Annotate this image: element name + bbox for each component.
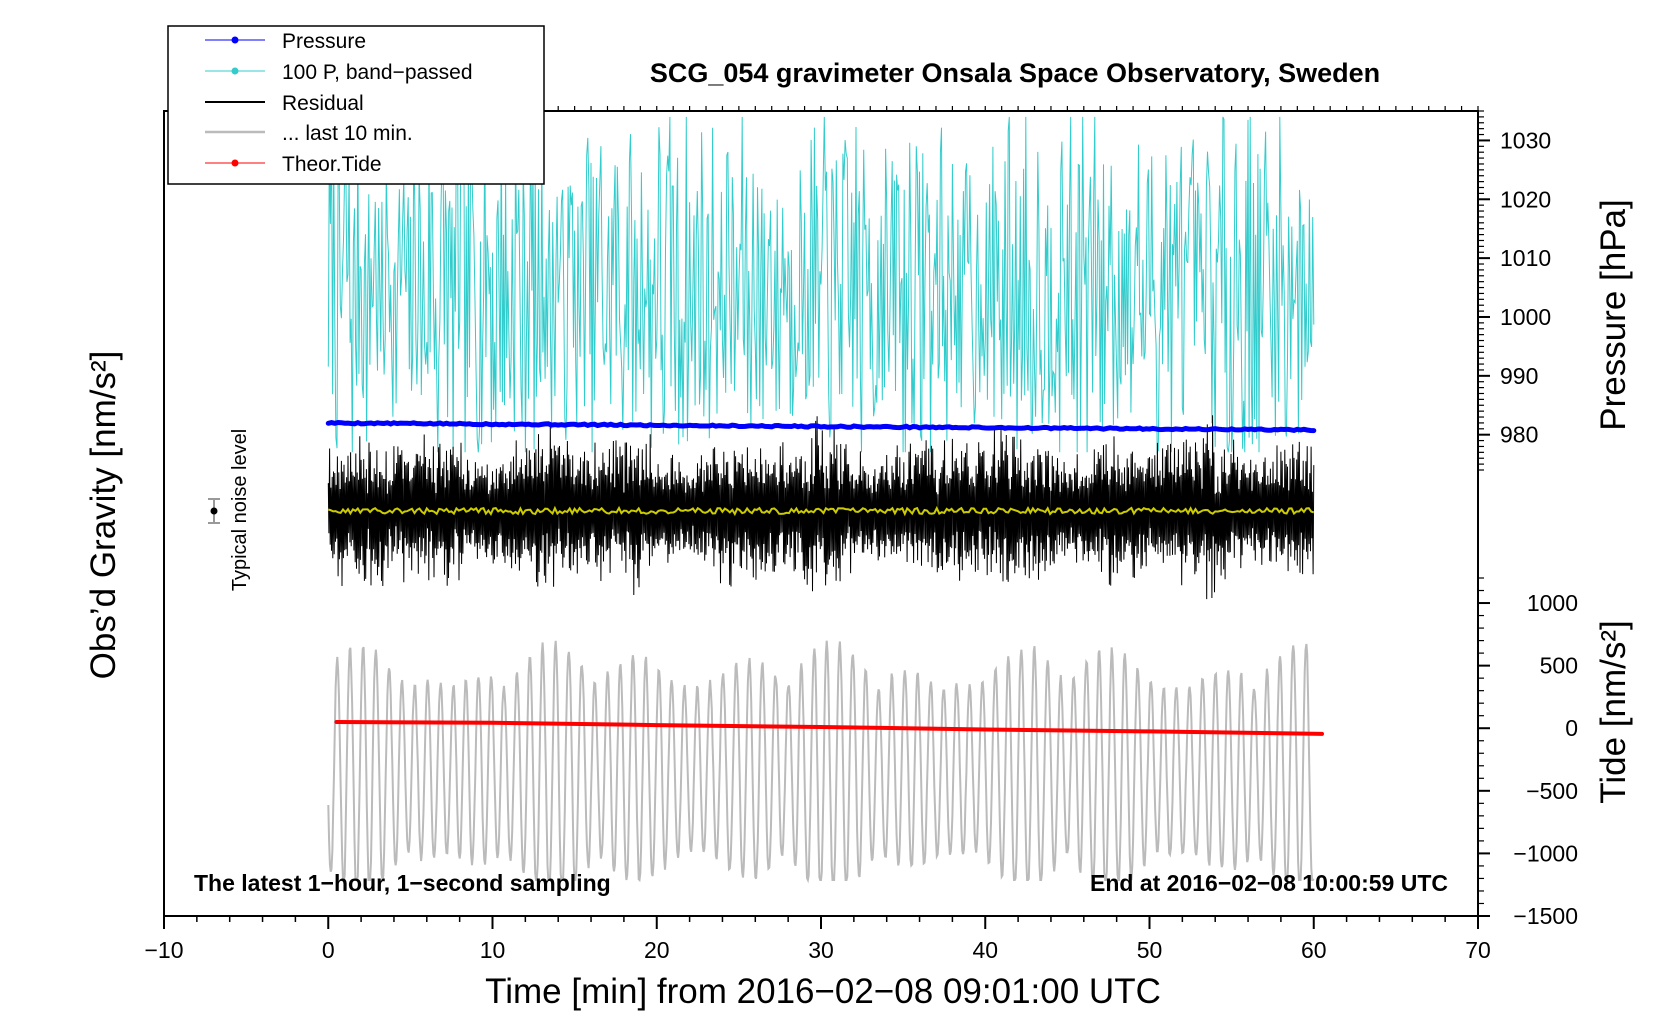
- sampling-note: The latest 1−hour, 1−second sampling: [194, 870, 611, 896]
- series-tide: [334, 720, 1324, 736]
- series-residual: [327, 415, 1315, 600]
- last10-line: [327, 640, 1315, 884]
- pressure-axis: 980 990 1000 1010 1020 1030: [1478, 110, 1551, 471]
- tide-tick-label: −1500: [1513, 903, 1578, 929]
- tide-tick-label: 500: [1540, 653, 1578, 679]
- legend-label-residual: Residual: [282, 92, 364, 115]
- end-time-note: End at 2016−02−08 10:00:59 UTC: [1090, 870, 1448, 896]
- legend-item-bandpassed: 100 P, band−passed: [205, 61, 473, 84]
- tide-tick-label: 0: [1565, 715, 1578, 741]
- legend-label-pressure: Pressure: [282, 30, 366, 53]
- x-axis: −10 0 10 20 30 40 50 60 70: [144, 916, 1491, 963]
- tide-line: [334, 720, 1324, 736]
- series-residual-smoothed: [328, 505, 1315, 517]
- legend-item-residual: Residual: [205, 92, 364, 115]
- legend-marker-pressure: [231, 36, 239, 44]
- series-pressure: [325, 419, 1317, 434]
- legend-label-last10: ... last 10 min.: [282, 122, 413, 145]
- tide-tick-label: −1000: [1513, 840, 1578, 866]
- pressure-tick-label: 1000: [1500, 304, 1551, 330]
- x-tick-label: 10: [480, 937, 506, 963]
- y-axis-label-pressure: Pressure [hPa]: [1594, 199, 1633, 431]
- top-minor-ticks: [557, 106, 1479, 111]
- y-axis-label-tide: Tide [nm/s²]: [1594, 620, 1633, 803]
- x-tick-label: 40: [972, 937, 998, 963]
- pressure-tick-label: 1010: [1500, 245, 1551, 271]
- legend: Pressure 100 P, band−passed Residual ...…: [167, 25, 545, 185]
- x-tick-label: 60: [1301, 937, 1327, 963]
- x-tick-label: 30: [808, 937, 834, 963]
- x-tick-label: 0: [322, 937, 335, 963]
- pressure-tick-label: 1020: [1500, 186, 1551, 212]
- legend-label-tide: Theor.Tide: [282, 153, 382, 176]
- bandpassed-line: [327, 116, 1315, 455]
- x-tick-label: 50: [1137, 937, 1163, 963]
- legend-item-tide: Theor.Tide: [205, 153, 382, 176]
- legend-item-last10: ... last 10 min.: [205, 122, 413, 145]
- x-axis-label: Time [min] from 2016−02−08 09:01:00 UTC: [485, 972, 1161, 1011]
- residual-smoothed-line: [328, 505, 1315, 517]
- x-tick-label: 20: [644, 937, 670, 963]
- tide-axis: 1000 500 0 −500 −1000 −1500: [1478, 577, 1578, 929]
- tide-tick-label: 1000: [1527, 590, 1578, 616]
- legend-box: [167, 25, 545, 185]
- chart-title: SCG_054 gravimeter Onsala Space Observat…: [650, 58, 1380, 88]
- series-bandpassed: [327, 116, 1315, 455]
- tide-tick-label: −500: [1526, 778, 1578, 804]
- legend-label-bandpassed: 100 P, band−passed: [282, 61, 473, 84]
- pressure-tick-label: 990: [1500, 363, 1538, 389]
- legend-item-pressure: Pressure: [205, 30, 366, 53]
- pressure-tick-label: 980: [1500, 422, 1538, 448]
- legend-marker-tide: [231, 159, 239, 167]
- x-tick-label: −10: [144, 937, 183, 963]
- pressure-line: [325, 419, 1317, 434]
- series-last10: [327, 640, 1315, 884]
- legend-marker-bandpassed: [231, 67, 239, 75]
- x-tick-label: 70: [1465, 937, 1491, 963]
- residual-line: [327, 415, 1315, 600]
- y-axis-label-left: Obs’d Gravity [nm/s²]: [84, 351, 123, 680]
- noise-label: Typical noise level: [229, 429, 251, 591]
- pressure-tick-label: 1030: [1500, 127, 1551, 153]
- noise-level-indicator: Typical noise level: [208, 429, 251, 591]
- noise-dot: [210, 507, 218, 515]
